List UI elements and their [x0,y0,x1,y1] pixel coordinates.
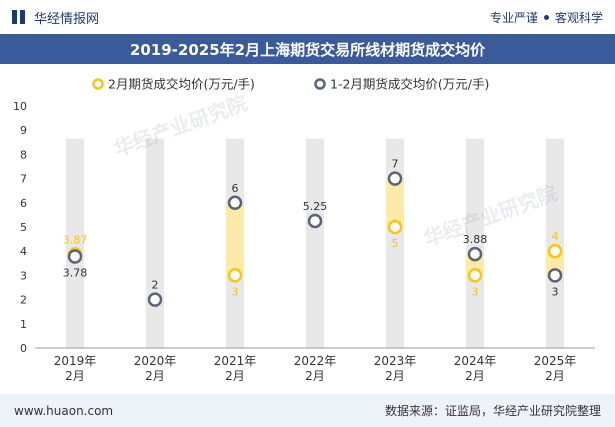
legend-label-2: 1-2月期货成交均价(万元/手) [330,77,489,92]
data-label-feb: 3 [232,285,239,298]
y-tick-label: 8 [20,148,27,161]
point-feb [227,268,243,283]
slogan-right: 客观科学 [554,10,603,25]
legend-marker-2 [314,78,326,90]
point-janfeb [227,195,243,211]
point-janfeb [547,268,563,283]
slogan: 专业严谨 客观科学 [490,9,603,26]
data-label-janfeb: 5.25 [303,200,328,213]
y-tick-label: 7 [20,173,27,186]
point-janfeb [387,171,403,186]
y-tick-label: 3 [20,269,27,282]
data-label-janfeb: 7 [392,158,399,171]
data-label-janfeb: 2 [152,279,159,292]
x-tick-label: 2023年 2月 [374,354,417,383]
x-tick-label: 2021年 2月 [214,354,257,383]
range-band [546,251,564,276]
point-janfeb [467,246,483,262]
x-tick-label: 2025年 2月 [534,354,577,383]
legend-label-1: 2月期货成交均价(万元/手) [108,77,255,92]
chart-title: 2019-2025年2月上海期货交易所线材期货成交均价 [0,34,615,64]
y-tick-label: 9 [20,124,27,137]
column-band [306,138,324,348]
data-label-feb: 5 [392,237,399,250]
footer: www.huaon.com 数据来源：证监局，华经产业研究院整理 [0,394,615,427]
data-label-janfeb: 6 [232,182,239,195]
data-label-janfeb: 3 [552,285,559,298]
brand: 华经情报网 [12,8,99,27]
point-janfeb [147,292,163,307]
top-bar: 华经情报网 专业严谨 客观科学 [0,0,615,34]
slogan-left: 专业严谨 [489,10,538,25]
data-label-feb: 3 [472,285,479,298]
footer-website[interactable]: www.huaon.com [14,403,114,418]
y-tick-label: 6 [20,197,27,210]
y-tick-label: 0 [20,342,27,355]
x-tick-label: 2024年 2月 [454,354,497,383]
footer-source: 数据来源：证监局，华经产业研究院整理 [384,404,601,418]
chart-area: 2月期货成交均价(万元/手) 1-2月期货成交均价(万元/手) 0 1 2 3 4 5 6 7 8 9… [13,77,595,383]
brand-logo-icon [12,10,26,24]
x-tick-label: 2020年 2月 [134,354,177,383]
point-feb [387,219,403,235]
y-tick-label: 2 [20,294,27,307]
data-label-feb: 3.87 [63,233,88,246]
legend-marker-1 [92,78,104,90]
column-band [66,138,84,348]
y-tick-label: 5 [20,221,27,234]
point-feb [547,243,563,259]
y-tick-label: 4 [20,245,27,258]
data-label-janfeb: 3.88 [463,233,488,246]
data-label-feb: 4 [552,230,559,243]
x-tick-label: 2022年 2月 [294,354,337,383]
column-band [546,138,564,348]
range-band [386,178,404,227]
point-janfeb [307,213,323,229]
bullet-dot-icon [543,14,549,20]
brand-name: 华经情报网 [34,11,100,27]
column-band [146,138,164,348]
y-tick-label: 1 [20,318,27,331]
data-label-janfeb: 3.78 [63,267,88,280]
range-band [226,202,244,276]
point-janfeb [67,249,83,264]
y-tick-label: 10 [13,100,27,113]
x-tick-label: 2019年 2月 [54,354,97,383]
point-feb [467,268,483,283]
column-band [466,138,484,348]
